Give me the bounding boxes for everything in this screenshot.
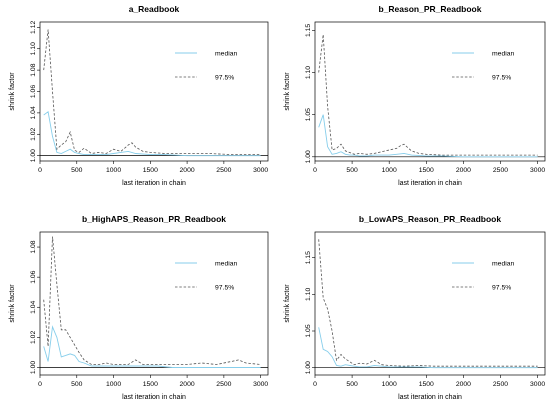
x-tick-label: 500 <box>346 167 358 174</box>
x-tick-label: 2000 <box>180 381 195 388</box>
x-axis-label: last iteration in chain <box>122 180 186 187</box>
x-tick-label: 0 <box>313 167 317 174</box>
y-tick-label: 1.00 <box>30 361 37 374</box>
y-tick-label: 1.15 <box>305 24 312 37</box>
y-tick-label: 1.08 <box>30 240 37 253</box>
x-tick-label: 1000 <box>382 381 397 388</box>
y-tick-label: 1.05 <box>305 324 312 337</box>
x-tick-label: 2500 <box>493 167 508 174</box>
x-tick-label: 0 <box>313 381 317 388</box>
x-tick-label: 500 <box>71 381 83 388</box>
legend-median-label: median <box>492 261 515 268</box>
y-tick-label: 1.02 <box>30 127 37 140</box>
legend-q975-label: 97.5% <box>492 75 511 82</box>
x-tick-label: 3000 <box>253 167 268 174</box>
x-tick-label: 0 <box>38 167 42 174</box>
y-tick-label: 1.00 <box>305 361 312 374</box>
x-tick-label: 1000 <box>382 167 397 174</box>
plot-frame <box>314 231 546 376</box>
x-tick-label: 2000 <box>180 167 195 174</box>
x-tick-label: 3000 <box>530 381 545 388</box>
q975-series-line <box>318 34 538 156</box>
x-tick-label: 0 <box>38 381 42 388</box>
chart-title: b_HighAPS_Reason_PR_Readbook <box>82 214 226 224</box>
median-series-line <box>318 114 538 158</box>
median-series-line <box>43 111 261 157</box>
y-tick-label: 1.10 <box>30 42 37 55</box>
q975-series-line <box>43 29 261 156</box>
y-tick-label: 1.06 <box>30 270 37 283</box>
y-tick-label: 1.06 <box>30 85 37 98</box>
legend-q975-label: 97.5% <box>215 75 234 82</box>
chart-title: b_Reason_PR_Readbook <box>379 4 482 14</box>
y-axis-label: shrink factor <box>284 284 291 323</box>
chart-panel-3: b_HighAPS_Reason_PR_Readbook 0 500 1000 1500… <box>9 214 268 401</box>
y-tick-label: 1.10 <box>305 288 312 301</box>
q975-series-line <box>43 236 261 365</box>
legend-median-label: median <box>492 51 515 58</box>
median-series-line <box>318 327 538 369</box>
x-tick-label: 500 <box>346 381 358 388</box>
plot-frame <box>39 231 269 376</box>
x-axis-label: last iteration in chain <box>122 394 186 401</box>
y-tick-label: 1.08 <box>30 63 37 76</box>
y-tick-label: 1.10 <box>305 66 312 79</box>
chart-panel-2: b_Reason_PR_Readbook 0 500 1000 1500 2000 2500… <box>284 4 545 187</box>
y-tick-label: 1.00 <box>30 149 37 162</box>
y-tick-label: 1.04 <box>30 106 37 119</box>
legend-q975-label: 97.5% <box>492 285 511 292</box>
x-tick-label: 500 <box>71 167 83 174</box>
x-tick-label: 2000 <box>456 167 471 174</box>
x-axis-label: last iteration in chain <box>398 180 462 187</box>
legend-median-label: median <box>215 51 238 58</box>
plot-frame <box>39 21 269 162</box>
legend-q975-label: 97.5% <box>215 285 234 292</box>
chart-title: a_Readbook <box>129 4 180 14</box>
legend-median-label: median <box>215 261 238 268</box>
chart-panel-1: a_Readbook 0 500 1000 1500 2000 2500 3000 1.00 1.… <box>9 4 268 187</box>
x-tick-label: 2000 <box>456 381 471 388</box>
x-axis-label: last iteration in chain <box>398 394 462 401</box>
x-tick-label: 2500 <box>216 167 231 174</box>
median-series-line <box>43 325 261 368</box>
x-tick-label: 1500 <box>419 167 434 174</box>
y-tick-label: 1.05 <box>305 108 312 121</box>
chart-title: b_LowAPS_Reason_PR_Readbook <box>359 214 501 224</box>
y-axis-label: shrink factor <box>284 72 291 111</box>
x-tick-label: 2500 <box>216 381 231 388</box>
q975-series-line <box>318 239 538 367</box>
plot-frame <box>314 21 546 162</box>
chart-panel-4: b_LowAPS_Reason_PR_Readbook 0 500 1000 1500 2… <box>284 214 545 401</box>
y-tick-label: 1.02 <box>30 331 37 344</box>
y-tick-label: 1.12 <box>30 21 37 34</box>
x-tick-label: 1000 <box>106 167 121 174</box>
x-tick-label: 1500 <box>143 167 158 174</box>
y-tick-label: 1.04 <box>30 300 37 313</box>
y-tick-label: 1.15 <box>305 251 312 264</box>
x-tick-label: 2500 <box>493 381 508 388</box>
x-tick-label: 1500 <box>419 381 434 388</box>
y-axis-label: shrink factor <box>9 72 16 111</box>
x-tick-label: 1000 <box>106 381 121 388</box>
x-tick-label: 1500 <box>143 381 158 388</box>
y-axis-label: shrink factor <box>9 284 16 323</box>
y-tick-label: 1.00 <box>305 150 312 163</box>
x-tick-label: 3000 <box>530 167 545 174</box>
x-tick-label: 3000 <box>253 381 268 388</box>
